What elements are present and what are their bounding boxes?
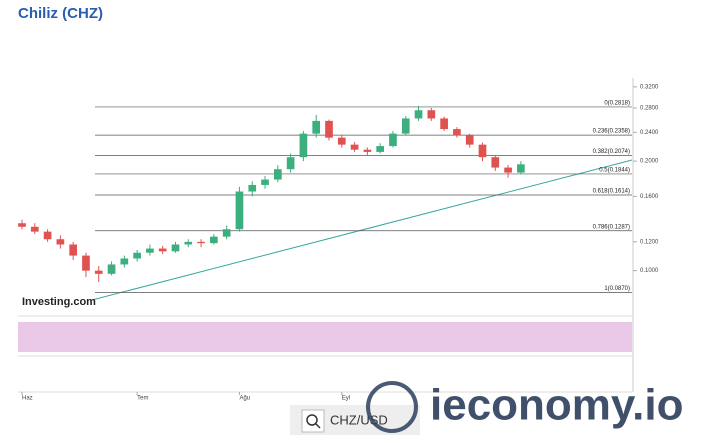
x-tick-label: Ağu — [239, 396, 250, 402]
candle-body — [197, 241, 205, 244]
candle-body — [273, 169, 282, 180]
y-tick-label: 0.1600 — [640, 194, 659, 200]
candle-body — [286, 157, 295, 170]
candle-body — [107, 264, 116, 274]
candle-body — [389, 133, 397, 147]
watermark: ieconomy.io — [430, 381, 683, 430]
candle-body — [504, 167, 512, 173]
candle-body — [146, 248, 154, 253]
candle-body — [478, 144, 487, 158]
candle-body — [350, 144, 359, 150]
x-tick-label: Tem — [137, 396, 148, 402]
candle-body — [427, 110, 436, 119]
candle-body — [440, 118, 448, 130]
y-tick-label: 0.1000 — [640, 268, 659, 274]
candle-body — [414, 110, 423, 119]
candle-body — [222, 229, 231, 237]
candle-body — [235, 191, 244, 230]
fib-level-label: 1(0.0870) — [604, 286, 630, 292]
y-tick-label: 0.1200 — [640, 239, 659, 245]
candle-body — [184, 241, 193, 245]
candle-body — [56, 239, 65, 245]
candle-body — [158, 248, 167, 252]
page-title: Chiliz (CHZ) — [18, 5, 103, 22]
candle-body — [94, 270, 103, 274]
fib-level-label: 0(0.2818) — [604, 101, 630, 107]
watermark-logo — [366, 381, 418, 433]
candle-body — [401, 118, 410, 134]
fib-level-label: 0.382(0.2074) — [593, 149, 630, 155]
candle-body — [312, 120, 321, 134]
candle-body — [210, 236, 218, 244]
candle-body — [517, 164, 525, 173]
candle-body — [43, 231, 52, 240]
y-tick-label: 0.2800 — [640, 106, 659, 112]
fib-level-label: 0.5(0.1844) — [599, 168, 630, 174]
y-tick-label: 0.2000 — [640, 159, 659, 165]
candle-body — [337, 137, 346, 145]
y-tick-label: 0.3200 — [640, 84, 659, 90]
zoom-icon — [315, 423, 321, 429]
fib-level-label: 0.786(0.1287) — [593, 224, 630, 230]
source-logo: Investing.com — [22, 296, 96, 308]
candle-body — [18, 223, 26, 227]
candle-body — [325, 120, 333, 138]
candle-body — [261, 179, 269, 185]
candle-body — [299, 133, 308, 158]
candle-body — [171, 244, 180, 252]
y-tick-label: 0.2400 — [640, 130, 659, 136]
candle-body — [453, 129, 461, 135]
fib-level-label: 0.618(0.1614) — [593, 189, 630, 195]
trend-line — [91, 159, 633, 301]
fib-level-label: 0.236(0.2358) — [593, 129, 630, 135]
zoom-icon — [306, 414, 318, 426]
candle-body — [376, 146, 385, 152]
candle-body — [363, 149, 372, 152]
zoom-button[interactable] — [301, 409, 325, 433]
x-tick-label: Haz — [22, 396, 33, 402]
x-tick-label: Eyl — [342, 396, 350, 402]
candle-body — [491, 157, 500, 168]
candle-body — [82, 255, 90, 271]
candle-body — [248, 184, 257, 192]
candle-body — [465, 134, 474, 145]
stochastic-band — [18, 322, 632, 352]
candle-body — [30, 226, 39, 232]
candle-body — [133, 252, 141, 259]
candle-body — [120, 258, 129, 265]
candle-body — [69, 244, 78, 256]
